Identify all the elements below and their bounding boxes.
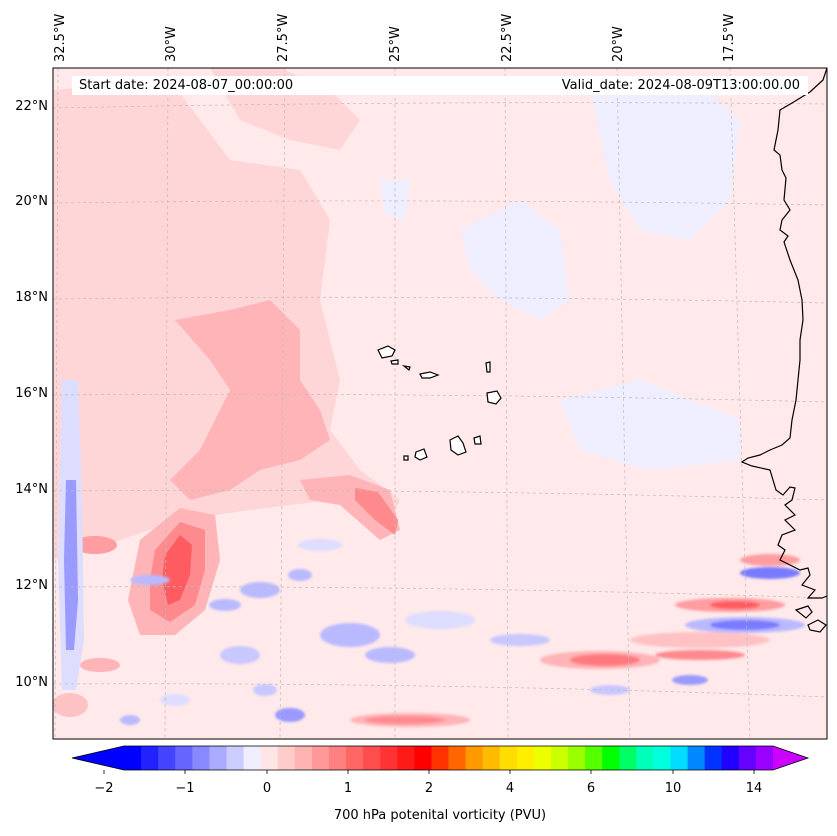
lon-label-30W: 30°W xyxy=(164,26,179,62)
colorbar-title: 700 hPa potenital vorticity (PVU) xyxy=(333,808,547,823)
lat-label-10N: 10°N xyxy=(15,675,48,690)
colorbar-segment xyxy=(636,746,654,770)
lon-label-32.5W: 32.5°W xyxy=(53,13,68,62)
colorbar-segment xyxy=(158,746,176,770)
colorbar-segment xyxy=(550,746,569,770)
colorbar-segment xyxy=(687,746,706,770)
colorbar-segment xyxy=(482,746,501,770)
colorbar-segment xyxy=(363,746,381,770)
colorbar-outline xyxy=(71,745,810,771)
colorbar-segment xyxy=(311,746,330,770)
potential-vorticity-field xyxy=(53,68,827,739)
colorbar-tick: −2 xyxy=(94,781,114,796)
colorbar-tick: −1 xyxy=(175,781,195,796)
colorbar-segment xyxy=(277,746,296,770)
colorbar-tick: 6 xyxy=(586,781,596,796)
colorbar-segment xyxy=(448,746,467,770)
pv-negative-patch xyxy=(560,380,740,470)
lon-label-25W: 25°W xyxy=(388,26,403,62)
colorbar-tick: 4 xyxy=(505,781,515,796)
start-date-label: Start date: 2024-08-07_00:00:00 xyxy=(79,78,294,93)
colorbar-extend-low xyxy=(72,746,124,770)
colorbar-segment xyxy=(328,746,347,770)
pv-max-core xyxy=(162,535,192,605)
pv-max-core xyxy=(355,488,398,535)
colorbar-segment xyxy=(192,746,210,770)
valid-date-label: Valid_date: 2024-08-09T13:00:00.00 xyxy=(561,78,800,93)
african-coastline xyxy=(794,605,813,619)
colorbar-segment xyxy=(585,746,603,770)
pv-positive-core xyxy=(170,300,330,500)
date-header-band xyxy=(72,76,808,95)
pv-streaks xyxy=(120,539,805,727)
colorbar-segment xyxy=(721,746,740,770)
colorbar-segment xyxy=(141,746,159,770)
colorbar-segment xyxy=(704,746,723,770)
colorbar-segment xyxy=(380,746,398,770)
lon-label-27.5W: 27.5°W xyxy=(276,13,291,62)
colorbar-segment xyxy=(499,746,518,770)
lon-label-17.5W: 17.5°W xyxy=(722,13,737,62)
colorbar-segment xyxy=(619,746,637,770)
cape-verde-islands xyxy=(377,345,502,461)
colorbar-segment xyxy=(124,746,142,770)
african-coastline xyxy=(740,68,827,599)
colorbar-extend-high xyxy=(773,746,808,770)
colorbar-segment xyxy=(209,746,227,770)
colorbar-segment xyxy=(755,746,774,770)
colorbar-segment xyxy=(653,746,672,770)
colorbar-tick: 2 xyxy=(424,781,434,796)
colorbar-tick: 0 xyxy=(262,781,272,796)
colorbar-tick: 14 xyxy=(745,781,763,796)
colorbar-segment xyxy=(568,746,586,770)
graticule xyxy=(53,68,827,739)
pv-negative-band xyxy=(64,480,78,650)
colorbar-segment xyxy=(533,746,552,770)
colorbar-segment xyxy=(465,746,484,770)
colorbar-segment xyxy=(175,746,193,770)
lat-label-22N: 22°N xyxy=(15,99,48,114)
colorbar-segment xyxy=(602,746,620,770)
colorbar-segment xyxy=(738,746,757,770)
map-frame xyxy=(52,67,828,740)
colorbar-segment xyxy=(294,746,313,770)
colorbar-segment xyxy=(260,746,279,770)
colorbar-tick: 10 xyxy=(664,781,682,796)
pv-blob xyxy=(80,658,120,672)
lon-label-20W: 20°W xyxy=(611,26,626,62)
colorbar-segment xyxy=(670,746,689,770)
colorbar-segment xyxy=(397,746,415,770)
colorbar-segment xyxy=(414,746,432,770)
pv-blob xyxy=(73,536,117,554)
pv-positive-core xyxy=(300,475,400,540)
lat-label-12N: 12°N xyxy=(15,578,48,593)
lon-label-22.5W: 22.5°W xyxy=(500,13,515,62)
lat-label-18N: 18°N xyxy=(15,290,48,305)
colorbar-segment xyxy=(226,746,245,770)
lat-label-14N: 14°N xyxy=(15,482,48,497)
colorbar-tick: 1 xyxy=(343,781,353,796)
pv-negative-patch xyxy=(460,200,570,320)
african-coastline xyxy=(807,619,827,633)
colorbar-segment xyxy=(431,746,449,770)
colorbar-segment xyxy=(516,746,535,770)
lat-label-20N: 20°N xyxy=(15,194,48,209)
colorbar xyxy=(71,745,810,774)
colorbar-segment xyxy=(243,746,262,770)
lat-label-16N: 16°N xyxy=(15,386,48,401)
colorbar-segment xyxy=(346,746,364,770)
pv-negative-patch xyxy=(590,85,740,240)
pv-blob xyxy=(53,693,88,717)
